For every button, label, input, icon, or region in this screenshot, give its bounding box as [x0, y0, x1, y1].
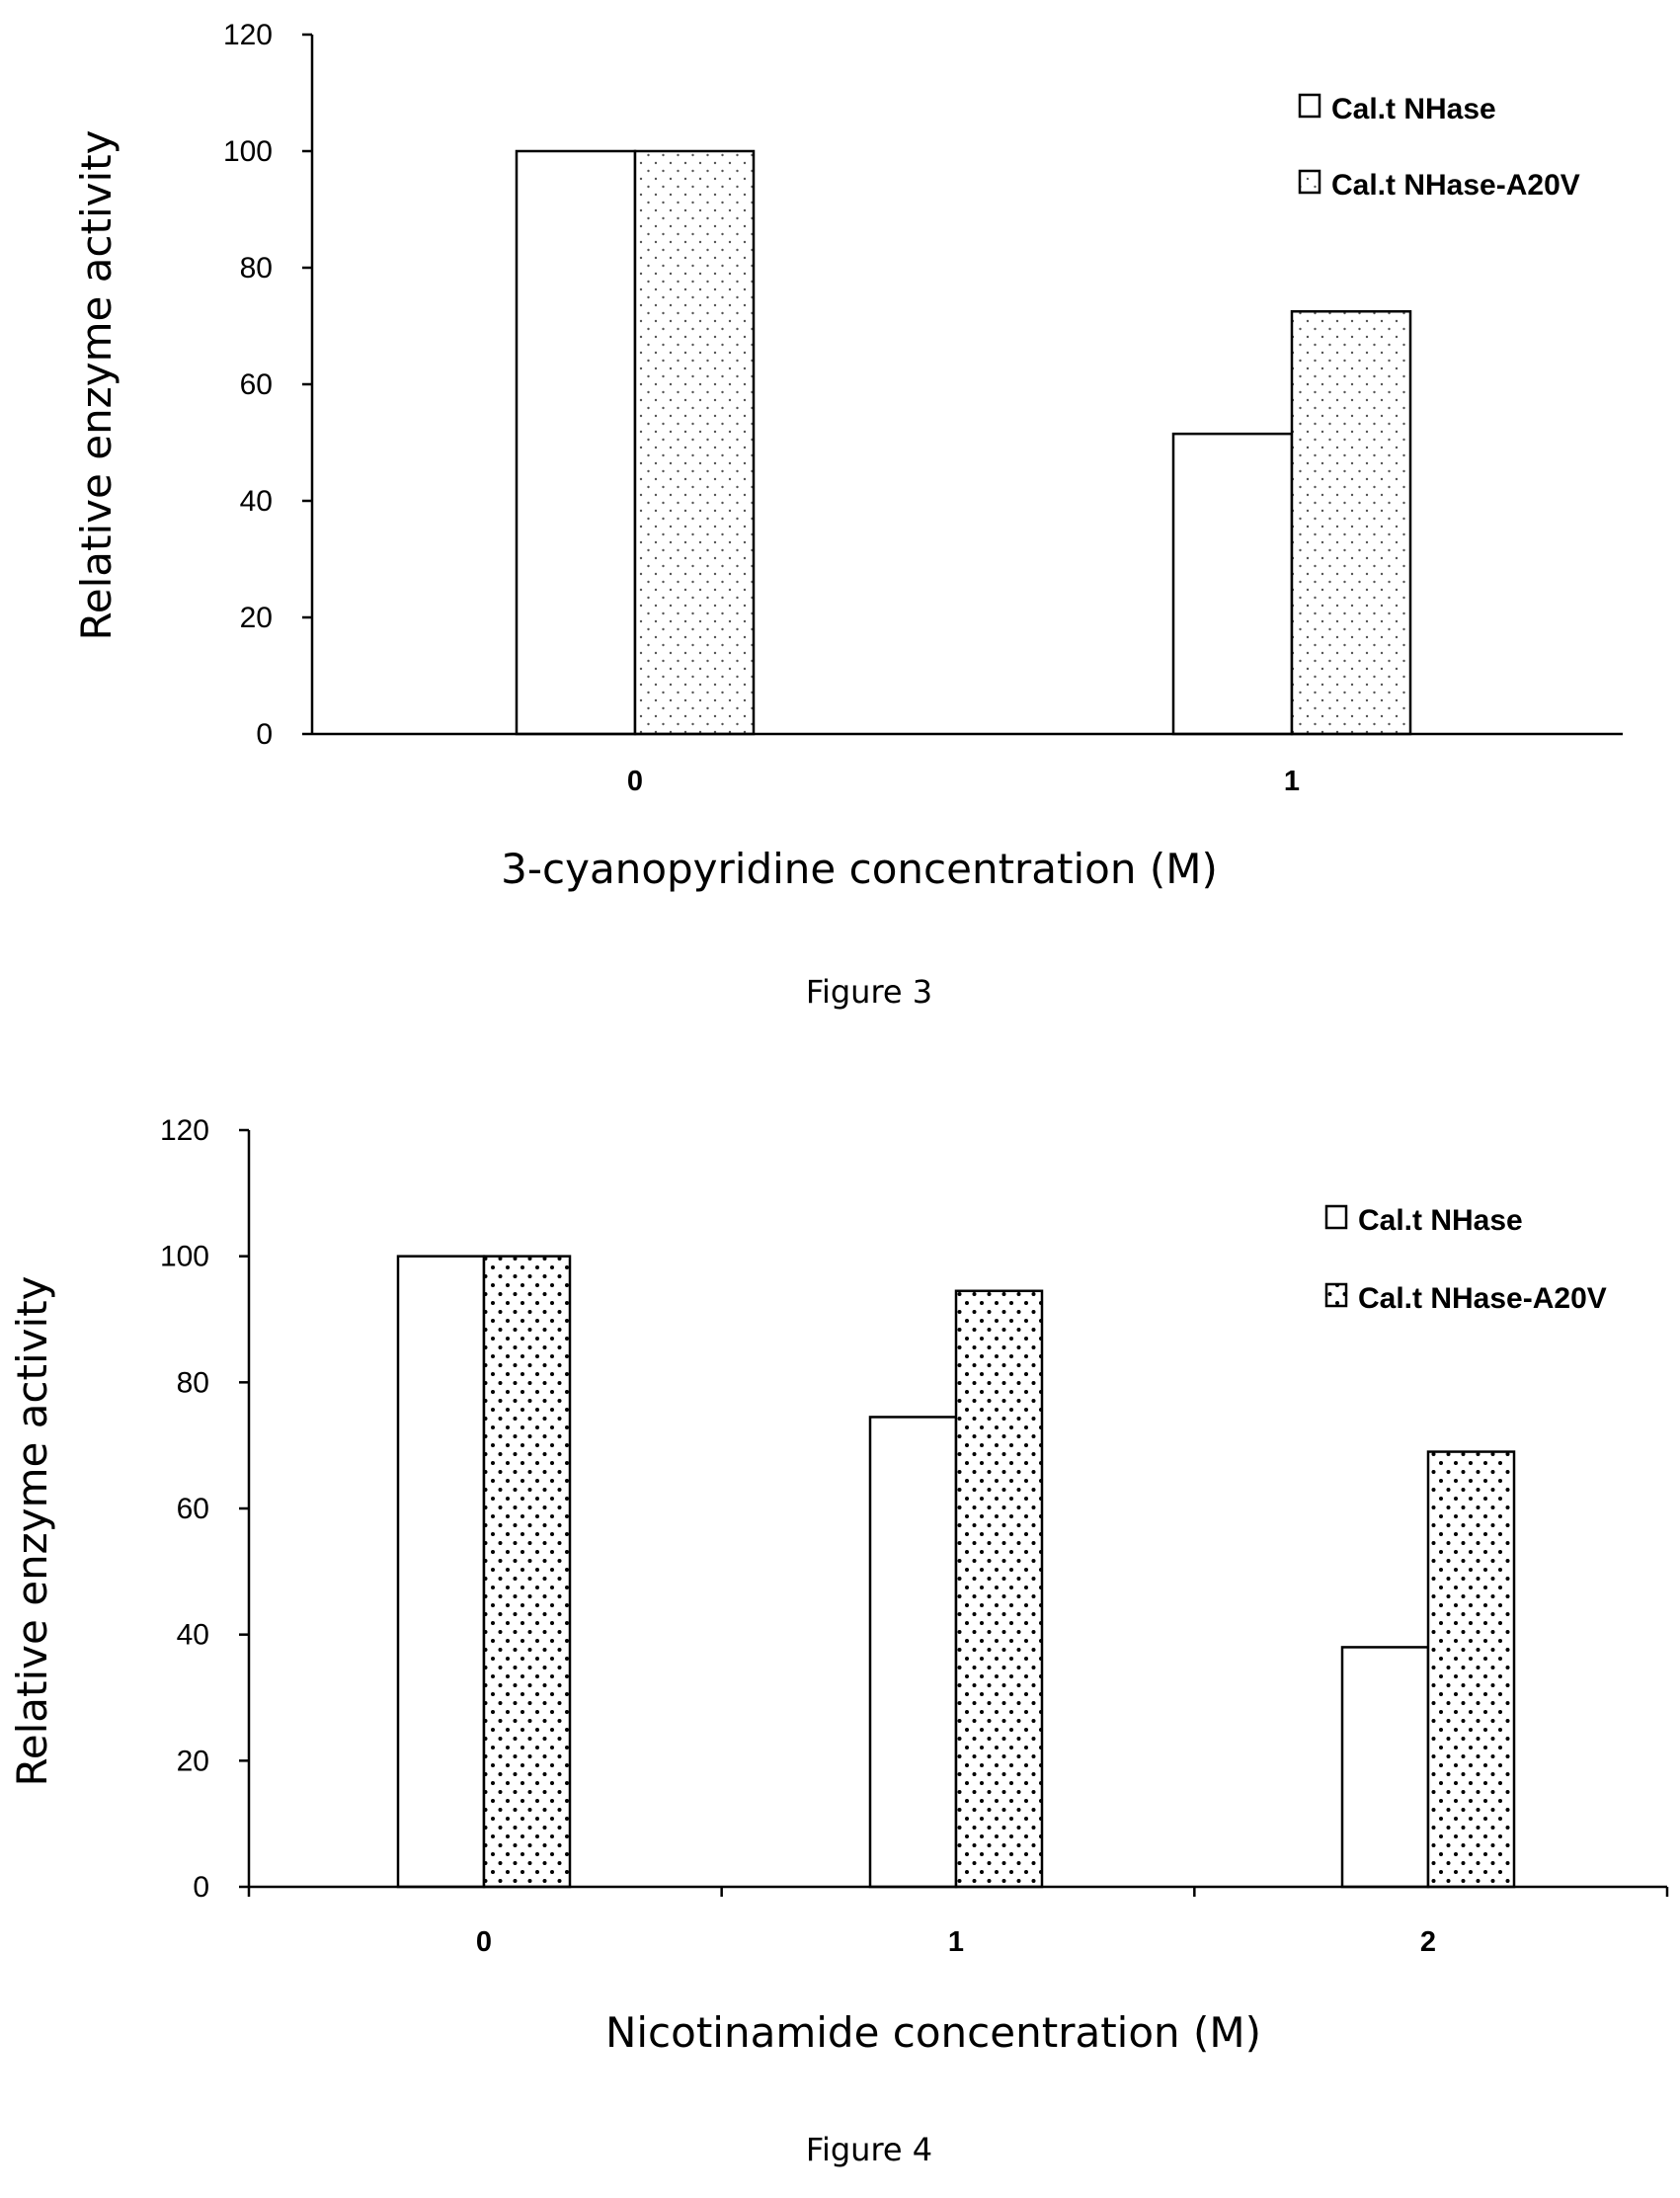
bar-cal-t-nhase-0 — [396, 1255, 486, 1889]
y-axis-title: Relative enzyme activity — [72, 129, 120, 640]
x-axis-title: 3-cyanopyridine concentration (M) — [501, 845, 1218, 893]
bar-cal-t-nhase-a20v-0 — [482, 1255, 572, 1889]
y-tick-label: 0 — [193, 1871, 209, 1904]
y-tick-label: 120 — [223, 19, 273, 51]
y-tick-label: 20 — [177, 1745, 209, 1777]
x-axis-title: Nicotinamide concentration (M) — [605, 2008, 1261, 2057]
bar-cal-t-nhase-a20v-0 — [633, 149, 756, 736]
x-tick-label: 0 — [627, 766, 643, 797]
legend-swatch-cal-t-nhase-a20v — [1298, 169, 1321, 195]
x-tick-label: 1 — [1284, 766, 1300, 797]
y-tick-label: 60 — [240, 368, 273, 401]
y-tick-label: 100 — [223, 135, 273, 168]
bar-cal-t-nhase-a20v-1 — [954, 1289, 1044, 1889]
bar-cal-t-nhase-1 — [1171, 432, 1294, 736]
bar-cal-t-nhase-a20v-2 — [1426, 1450, 1516, 1889]
y-tick-label: 120 — [160, 1114, 209, 1147]
y-tick-label: 20 — [240, 602, 273, 634]
x-tick-label: 1 — [948, 1926, 964, 1958]
y-tick-label: 80 — [177, 1366, 209, 1399]
legend-swatch-cal-t-nhase-a20v — [1324, 1282, 1348, 1308]
legend-label-cal-t-nhase: Cal.t NHase — [1331, 93, 1496, 125]
figure-caption: Figure 3 — [806, 973, 932, 1011]
y-tick-label: 0 — [256, 718, 273, 751]
bar-cal-t-nhase-a20v-1 — [1290, 310, 1412, 736]
legend-label-cal-t-nhase-a20v: Cal.t NHase-A20V — [1331, 169, 1580, 202]
legend-swatch-cal-t-nhase — [1298, 93, 1321, 119]
chart-figure-4: 0 20 40 60 80 100 120 0 1 2 Nicotinamide concentra… — [8, 1114, 1669, 2168]
y-axis-title: Relative enzyme activity — [8, 1275, 56, 1786]
y-tick-label: 100 — [160, 1241, 209, 1273]
y-tick-label: 40 — [177, 1619, 209, 1652]
legend-label-cal-t-nhase-a20v: Cal.t NHase-A20V — [1358, 1282, 1607, 1315]
chart-figure-3: 0 20 40 60 80 100 120 0 1 3-cyanopyridine concent… — [72, 19, 1623, 1011]
bar-cal-t-nhase-2 — [1340, 1646, 1430, 1889]
x-tick-label: 2 — [1420, 1926, 1436, 1958]
legend-swatch-cal-t-nhase — [1324, 1204, 1348, 1230]
bar-cal-t-nhase-1 — [868, 1416, 958, 1889]
legend-label-cal-t-nhase: Cal.t NHase — [1358, 1204, 1523, 1237]
y-tick-label: 80 — [240, 252, 273, 285]
x-tick-label: 0 — [476, 1926, 492, 1958]
figure-caption: Figure 4 — [806, 2131, 932, 2168]
y-tick-label: 40 — [240, 485, 273, 518]
bar-cal-t-nhase-0 — [515, 149, 637, 736]
y-tick-label: 60 — [177, 1493, 209, 1525]
